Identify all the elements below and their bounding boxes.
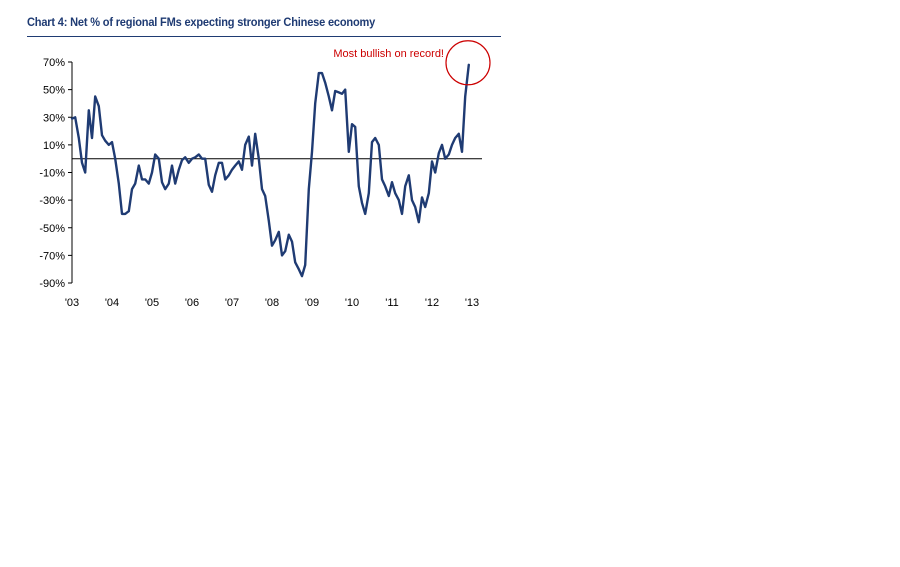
annotation-group: Most bullish on record!	[333, 40, 491, 86]
y-tick-label: 50%	[43, 85, 65, 97]
x-tick-label: '10	[345, 297, 359, 309]
x-tick-label: '07	[225, 297, 239, 309]
y-tick-label: -70%	[39, 250, 65, 262]
y-tick-label: -90%	[39, 278, 65, 290]
annotation-label: Most bullish on record!	[333, 48, 444, 60]
x-tick-label: '05	[145, 297, 159, 309]
highlight-circle	[445, 40, 491, 86]
y-tick-label: 10%	[43, 140, 65, 152]
x-tick-label: '09	[305, 297, 319, 309]
chart-title: Chart 4: Net % of regional FMs expecting…	[27, 15, 376, 29]
x-axis: '03 '04 '05 '06 '07 '08 '09 '10 '11 '12 '13	[65, 297, 479, 309]
x-tick-label: '11	[385, 297, 399, 309]
x-tick-label: '03	[65, 297, 79, 309]
y-tick-label: 30%	[43, 112, 65, 124]
y-tick-label: -30%	[39, 195, 65, 207]
y-tick-label: -50%	[39, 223, 65, 235]
series-group	[70, 63, 470, 278]
title-rule	[27, 36, 501, 37]
x-tick-label: '06	[185, 297, 199, 309]
series-line	[70, 63, 470, 278]
x-tick-label: '13	[465, 297, 479, 309]
x-tick-label: '04	[105, 297, 119, 309]
y-tick-label: -10%	[39, 168, 65, 180]
x-tick-label: '12	[425, 297, 439, 309]
x-tick-label: '08	[265, 297, 279, 309]
y-axis: 70% 50% 30% 10% -10% -30% -50% -70% -90%	[39, 57, 73, 290]
y-tick-label: 70%	[43, 57, 65, 69]
